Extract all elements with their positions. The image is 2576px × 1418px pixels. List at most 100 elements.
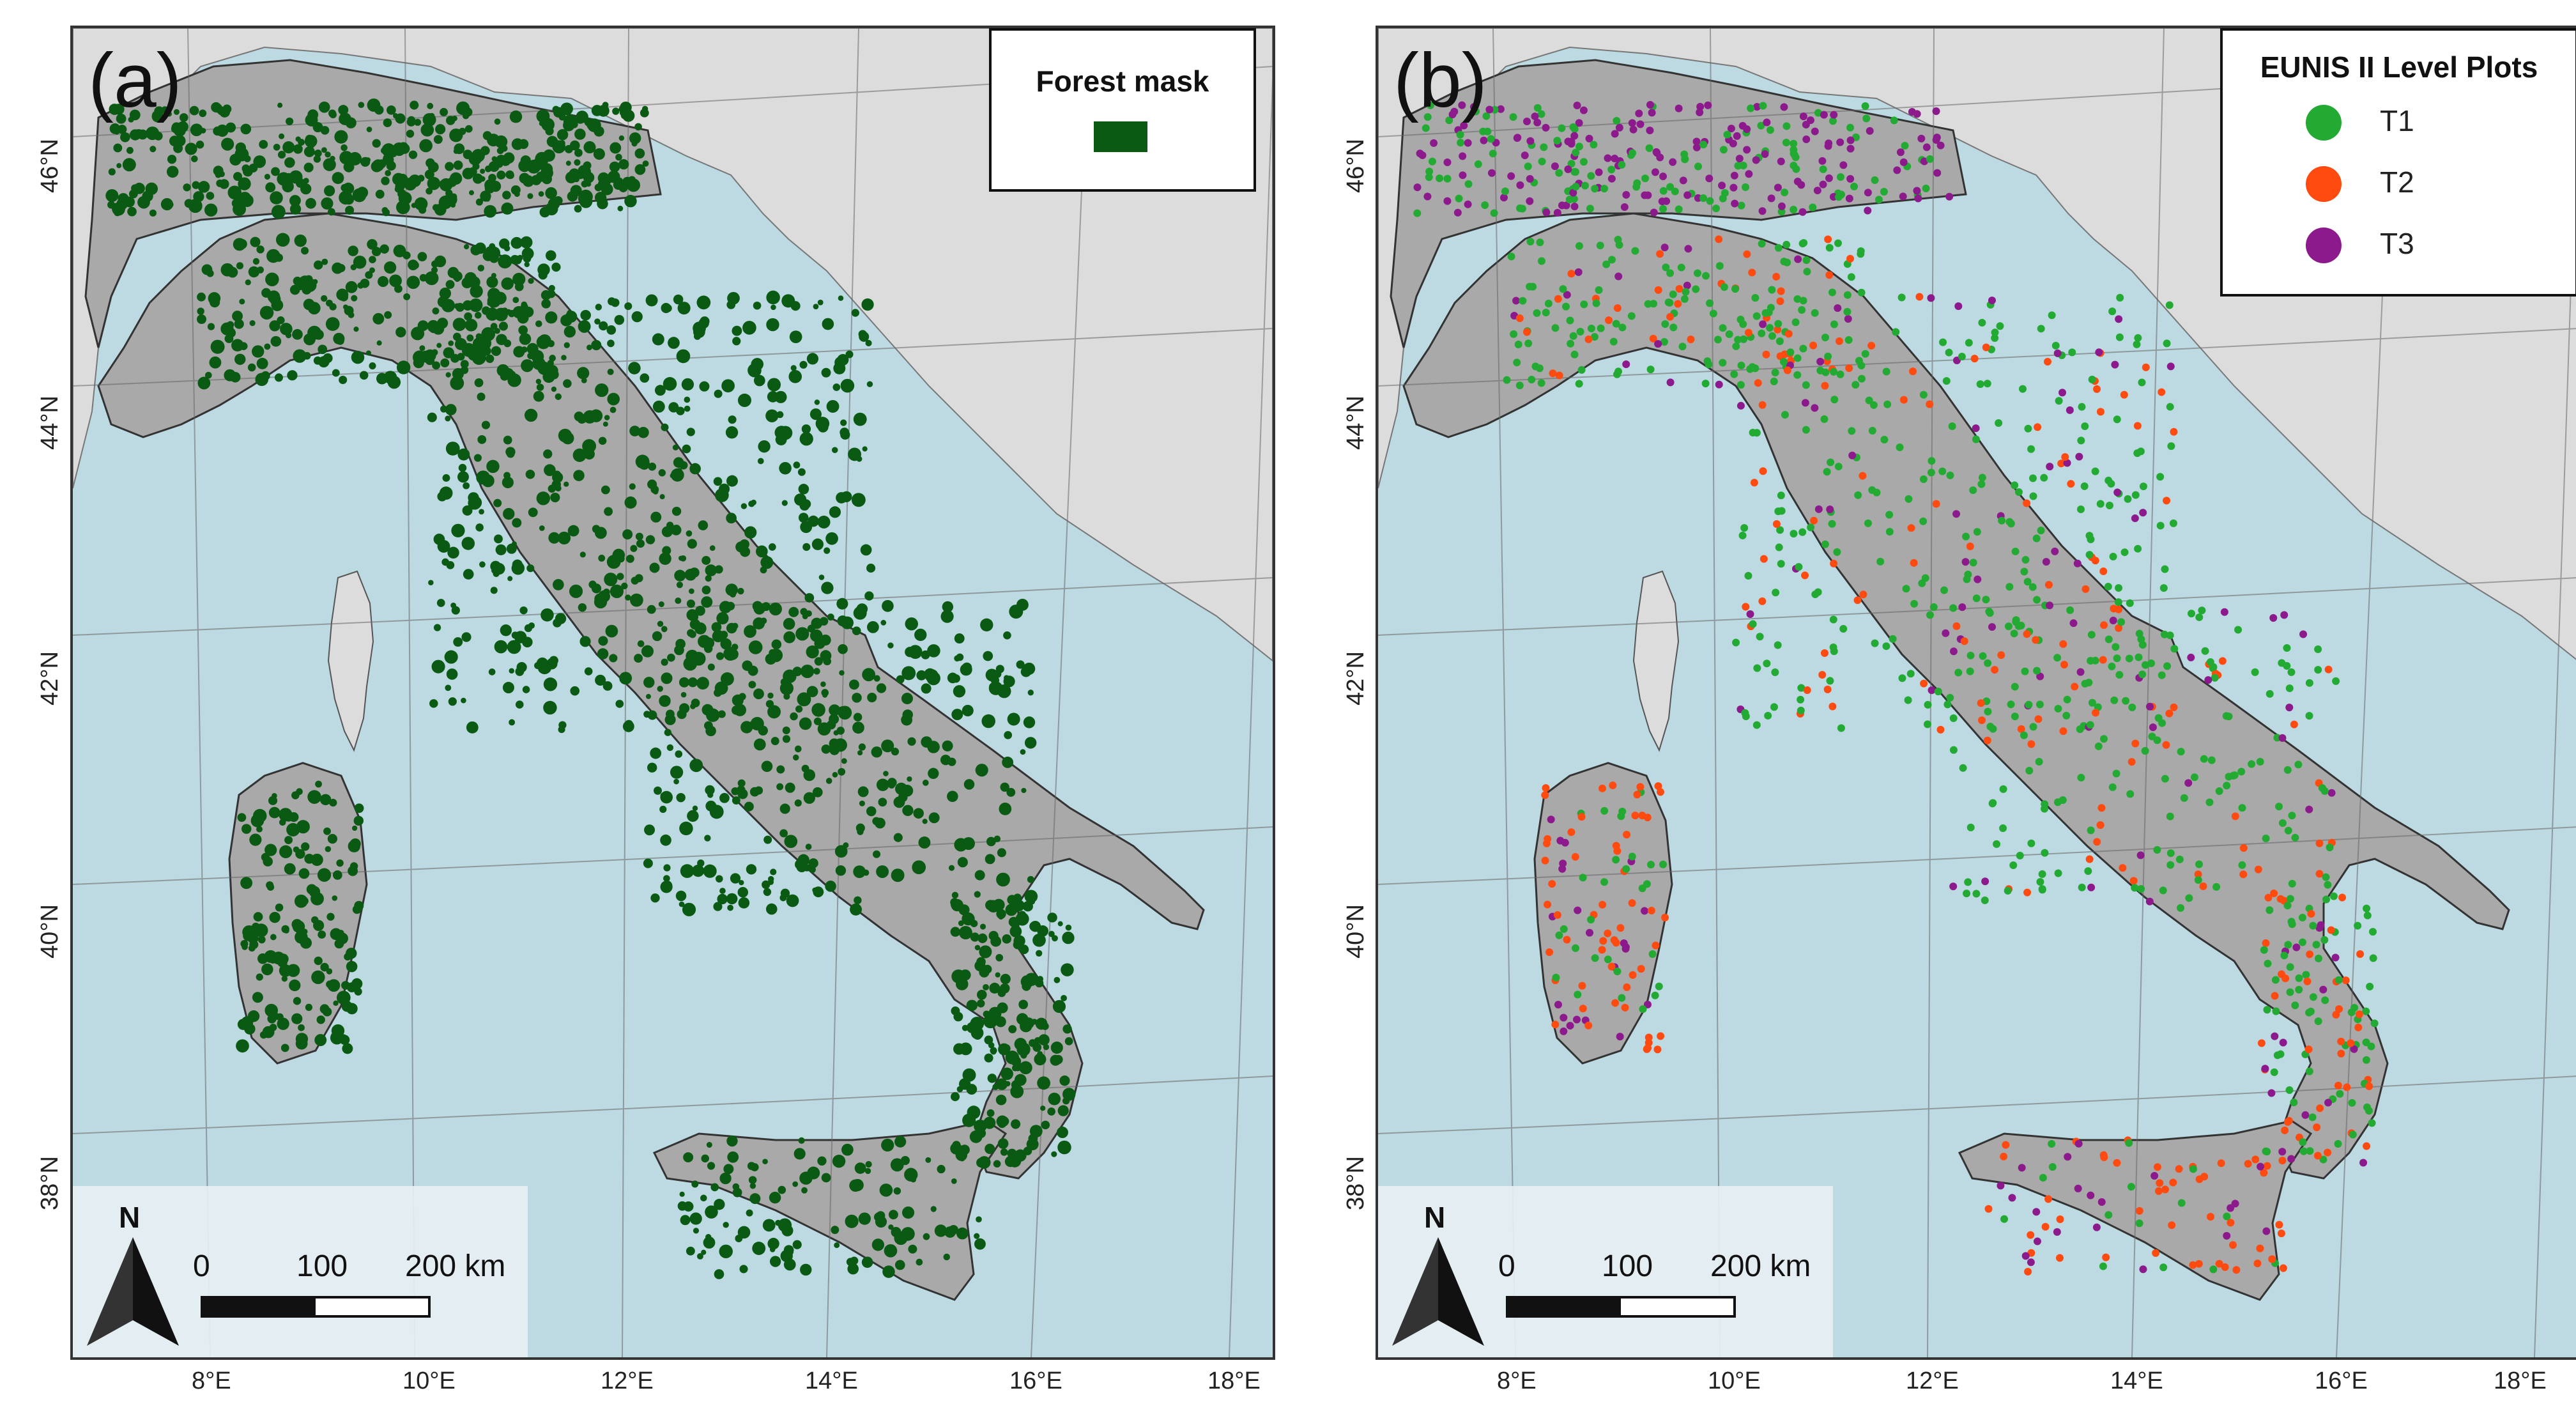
plot-point bbox=[1949, 647, 1958, 656]
plot-point bbox=[2053, 349, 2062, 357]
plot-point bbox=[1738, 531, 1747, 539]
forest-patch bbox=[673, 525, 680, 532]
forest-patch bbox=[840, 419, 847, 426]
forest-patch bbox=[832, 771, 838, 778]
plot-point bbox=[2260, 1169, 2268, 1177]
forest-patch bbox=[239, 298, 245, 305]
forest-patch bbox=[717, 710, 726, 718]
plot-point bbox=[1559, 859, 1567, 868]
plot-point bbox=[2141, 746, 2149, 755]
plot-point bbox=[1598, 900, 1607, 909]
forest-patch bbox=[761, 760, 773, 773]
forest-patch bbox=[624, 496, 637, 509]
plot-point bbox=[1836, 370, 1844, 378]
forest-patch bbox=[753, 301, 762, 310]
forest-patch bbox=[419, 274, 427, 282]
forest-patch bbox=[494, 640, 508, 654]
forest-patch bbox=[597, 648, 609, 659]
forest-patch bbox=[512, 297, 519, 304]
plot-point bbox=[2124, 495, 2132, 503]
forest-patch bbox=[953, 1043, 965, 1055]
plot-point bbox=[2004, 622, 2012, 631]
forest-patch bbox=[719, 601, 732, 613]
plot-point bbox=[2033, 667, 2041, 675]
plot-point bbox=[1563, 291, 1571, 299]
forest-patch bbox=[793, 461, 801, 469]
plot-point bbox=[2023, 888, 2032, 897]
forest-patch bbox=[358, 102, 365, 109]
forest-patch bbox=[645, 535, 656, 544]
plot-point bbox=[2227, 1204, 2235, 1212]
plot-point bbox=[1874, 196, 1883, 204]
forest-patch bbox=[286, 964, 300, 977]
forest-patch bbox=[921, 736, 933, 748]
plot-point bbox=[2359, 1159, 2368, 1167]
plot-point bbox=[1889, 635, 1897, 643]
forest-patch bbox=[737, 393, 751, 407]
plot-point bbox=[1570, 167, 1579, 176]
forest-patch bbox=[760, 556, 774, 569]
plot-point bbox=[1705, 360, 1713, 369]
forest-patch bbox=[985, 900, 996, 911]
plot-point bbox=[2161, 565, 2169, 573]
plot-point bbox=[2342, 976, 2350, 985]
forest-swatch bbox=[1094, 121, 1147, 152]
plot-point bbox=[1743, 146, 1751, 154]
plot-point bbox=[2063, 459, 2071, 467]
forest-patch bbox=[1021, 787, 1027, 794]
forest-patch bbox=[389, 274, 402, 288]
plot-point bbox=[1614, 235, 1622, 243]
plot-point bbox=[1704, 101, 1712, 109]
forest-patch bbox=[173, 143, 183, 153]
plot-point bbox=[1974, 575, 1982, 583]
plot-point bbox=[2316, 1104, 2324, 1113]
plot-point bbox=[1646, 101, 1654, 109]
plot-point bbox=[1781, 189, 1789, 197]
plot-point bbox=[2320, 936, 2329, 944]
plot-point bbox=[2264, 959, 2272, 967]
forest-patch bbox=[197, 292, 206, 302]
forest-patch bbox=[284, 157, 295, 168]
plot-point bbox=[1719, 146, 1728, 154]
plot-point bbox=[2332, 677, 2340, 685]
forest-patch bbox=[573, 470, 585, 481]
forest-patch bbox=[536, 335, 551, 350]
forest-patch bbox=[895, 782, 908, 796]
plot-point bbox=[1923, 720, 1931, 728]
plot-point bbox=[1830, 367, 1838, 376]
plot-point bbox=[1533, 118, 1542, 127]
forest-patch bbox=[579, 636, 591, 647]
forest-patch bbox=[814, 638, 825, 649]
plot-point bbox=[2046, 463, 2054, 471]
plot-point bbox=[2262, 939, 2270, 947]
forest-patch bbox=[661, 423, 669, 431]
north-arrow-icon bbox=[87, 1237, 179, 1346]
forest-patch bbox=[234, 319, 244, 329]
forest-patch bbox=[280, 1044, 289, 1052]
plot-point bbox=[1428, 157, 1436, 166]
forest-patch bbox=[574, 128, 586, 140]
forest-patch bbox=[509, 719, 516, 726]
plot-point bbox=[1976, 380, 1984, 389]
plot-point bbox=[2041, 849, 2049, 857]
forest-patch bbox=[624, 302, 632, 311]
forest-patch bbox=[713, 477, 723, 486]
forest-patch bbox=[686, 609, 698, 621]
forest-patch bbox=[749, 1193, 761, 1205]
plot-point bbox=[2099, 735, 2108, 743]
forest-patch bbox=[327, 834, 337, 844]
forest-patch bbox=[861, 298, 874, 311]
plot-point bbox=[2338, 893, 2347, 902]
plot-point bbox=[1622, 190, 1630, 199]
forest-patch bbox=[314, 956, 323, 966]
forest-patch bbox=[271, 204, 286, 219]
forest-patch bbox=[733, 704, 746, 716]
plot-point bbox=[2305, 805, 2313, 813]
forest-patch bbox=[541, 298, 551, 309]
plot-point bbox=[2018, 1164, 2026, 1172]
plot-point bbox=[1590, 333, 1598, 341]
forest-patch bbox=[838, 295, 844, 301]
north-label: N bbox=[119, 1201, 141, 1234]
forest-patch bbox=[914, 628, 927, 642]
forest-patch bbox=[993, 835, 1001, 843]
